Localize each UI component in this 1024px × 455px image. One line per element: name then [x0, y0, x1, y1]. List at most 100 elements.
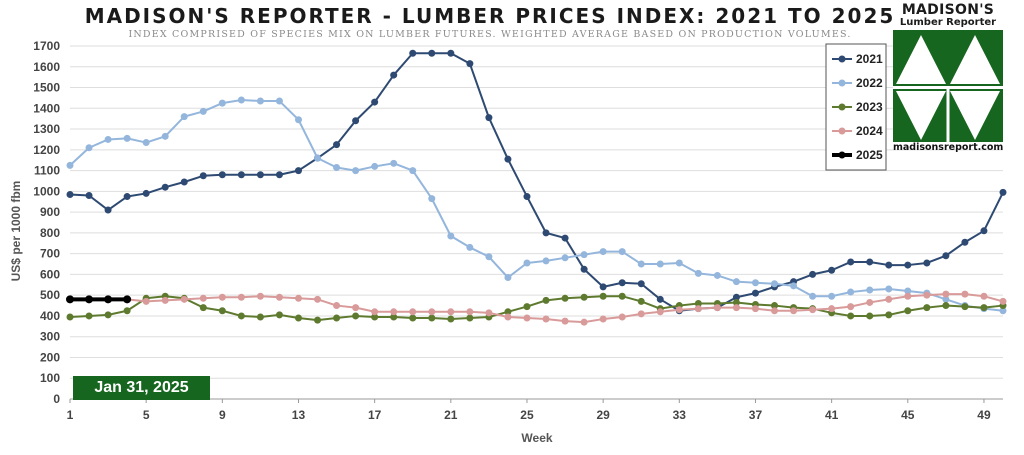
- data-point: [333, 163, 341, 171]
- data-point: [466, 308, 474, 316]
- data-point: [656, 295, 664, 303]
- data-point: [561, 234, 569, 242]
- data-point: [637, 280, 645, 288]
- y-tick-label: 1600: [33, 60, 60, 74]
- data-point: [980, 304, 988, 312]
- data-point: [751, 289, 759, 297]
- data-point: [428, 195, 436, 203]
- data-point: [694, 299, 702, 307]
- y-tick-label: 700: [40, 247, 60, 261]
- data-point: [256, 97, 264, 105]
- data-point: [599, 283, 607, 291]
- logo-url: madisonsreport.com: [893, 142, 1004, 153]
- data-point: [732, 304, 740, 312]
- data-point: [85, 192, 93, 200]
- x-tick-label: 13: [292, 408, 306, 422]
- data-point: [199, 304, 207, 312]
- data-point: [447, 49, 455, 57]
- data-point: [409, 308, 417, 316]
- x-tick-label: 17: [368, 408, 382, 422]
- data-point: [390, 308, 398, 316]
- data-point: [466, 243, 474, 251]
- data-point: [847, 312, 855, 320]
- data-point: [942, 302, 950, 310]
- data-point: [352, 167, 360, 175]
- data-point: [904, 292, 912, 300]
- x-tick-label: 49: [977, 408, 991, 422]
- data-point: [542, 229, 550, 237]
- data-point: [713, 304, 721, 312]
- y-tick-label: 300: [40, 330, 60, 344]
- legend-swatch-marker: [838, 103, 846, 111]
- chart-title: MADISON'S REPORTER - LUMBER PRICES INDEX…: [84, 4, 896, 28]
- data-point: [904, 307, 912, 315]
- x-axis-label: Week: [521, 431, 552, 445]
- data-point: [237, 293, 245, 301]
- data-point: [942, 290, 950, 298]
- data-point: [561, 317, 569, 325]
- data-point: [218, 171, 226, 179]
- data-point: [847, 258, 855, 266]
- y-tick-label: 800: [40, 226, 60, 240]
- legend-label: 2023: [856, 100, 883, 114]
- x-tick-label: 25: [520, 408, 534, 422]
- data-point: [256, 313, 264, 321]
- data-point: [885, 261, 893, 269]
- series-2025: [66, 295, 132, 304]
- legend-label: 2022: [856, 76, 883, 90]
- x-tick-label: 33: [673, 408, 687, 422]
- data-point: [523, 314, 531, 322]
- data-point: [199, 107, 207, 115]
- data-point: [580, 293, 588, 301]
- data-point: [523, 193, 531, 201]
- logo-trees-icon: [893, 30, 1003, 142]
- chart-subtitle: INDEX COMPRISED OF SPECIES MIX ON LUMBER…: [128, 29, 852, 40]
- data-point: [123, 134, 131, 142]
- data-point: [123, 307, 131, 315]
- data-point: [104, 311, 112, 319]
- data-point: [180, 113, 188, 121]
- y-axis-ticks: 0 100 200 300 400 500 600 700 800 900 1000 1100 1200…: [33, 39, 60, 406]
- data-point: [237, 96, 245, 104]
- data-point: [675, 306, 683, 314]
- data-point: [66, 295, 74, 304]
- data-point: [675, 259, 683, 267]
- y-axis-label: US$ per 1000 fbm: [9, 181, 23, 282]
- data-point: [104, 135, 112, 143]
- legend-swatch-marker: [838, 55, 846, 63]
- y-tick-label: 1300: [33, 122, 60, 136]
- y-tick-label: 1400: [33, 101, 60, 115]
- data-point: [866, 298, 874, 306]
- data-point: [485, 114, 493, 122]
- data-point: [637, 310, 645, 318]
- data-point: [885, 295, 893, 303]
- data-point: [294, 167, 302, 175]
- x-tick-label: 29: [596, 408, 610, 422]
- legend-swatch-marker: [838, 151, 846, 159]
- data-point: [447, 315, 455, 323]
- data-point: [809, 270, 817, 278]
- data-point: [771, 307, 779, 315]
- data-point: [85, 144, 93, 152]
- data-point: [352, 117, 360, 125]
- data-point: [123, 295, 132, 304]
- data-point: [790, 307, 798, 315]
- data-point: [923, 304, 931, 312]
- data-point: [637, 260, 645, 268]
- data-point: [542, 257, 550, 265]
- data-point: [942, 295, 950, 303]
- data-point: [428, 49, 436, 57]
- data-point: [523, 259, 531, 267]
- data-point: [275, 97, 283, 105]
- logo-name: MADISON'S: [901, 2, 995, 18]
- data-point: [999, 188, 1007, 196]
- data-point: [104, 206, 112, 214]
- data-point: [352, 304, 360, 312]
- legend-label: 2025: [856, 148, 883, 162]
- data-point: [980, 227, 988, 235]
- data-point: [294, 294, 302, 302]
- data-point: [161, 296, 169, 304]
- data-point: [732, 278, 740, 286]
- y-tick-label: 900: [40, 205, 60, 219]
- data-point: [961, 303, 969, 311]
